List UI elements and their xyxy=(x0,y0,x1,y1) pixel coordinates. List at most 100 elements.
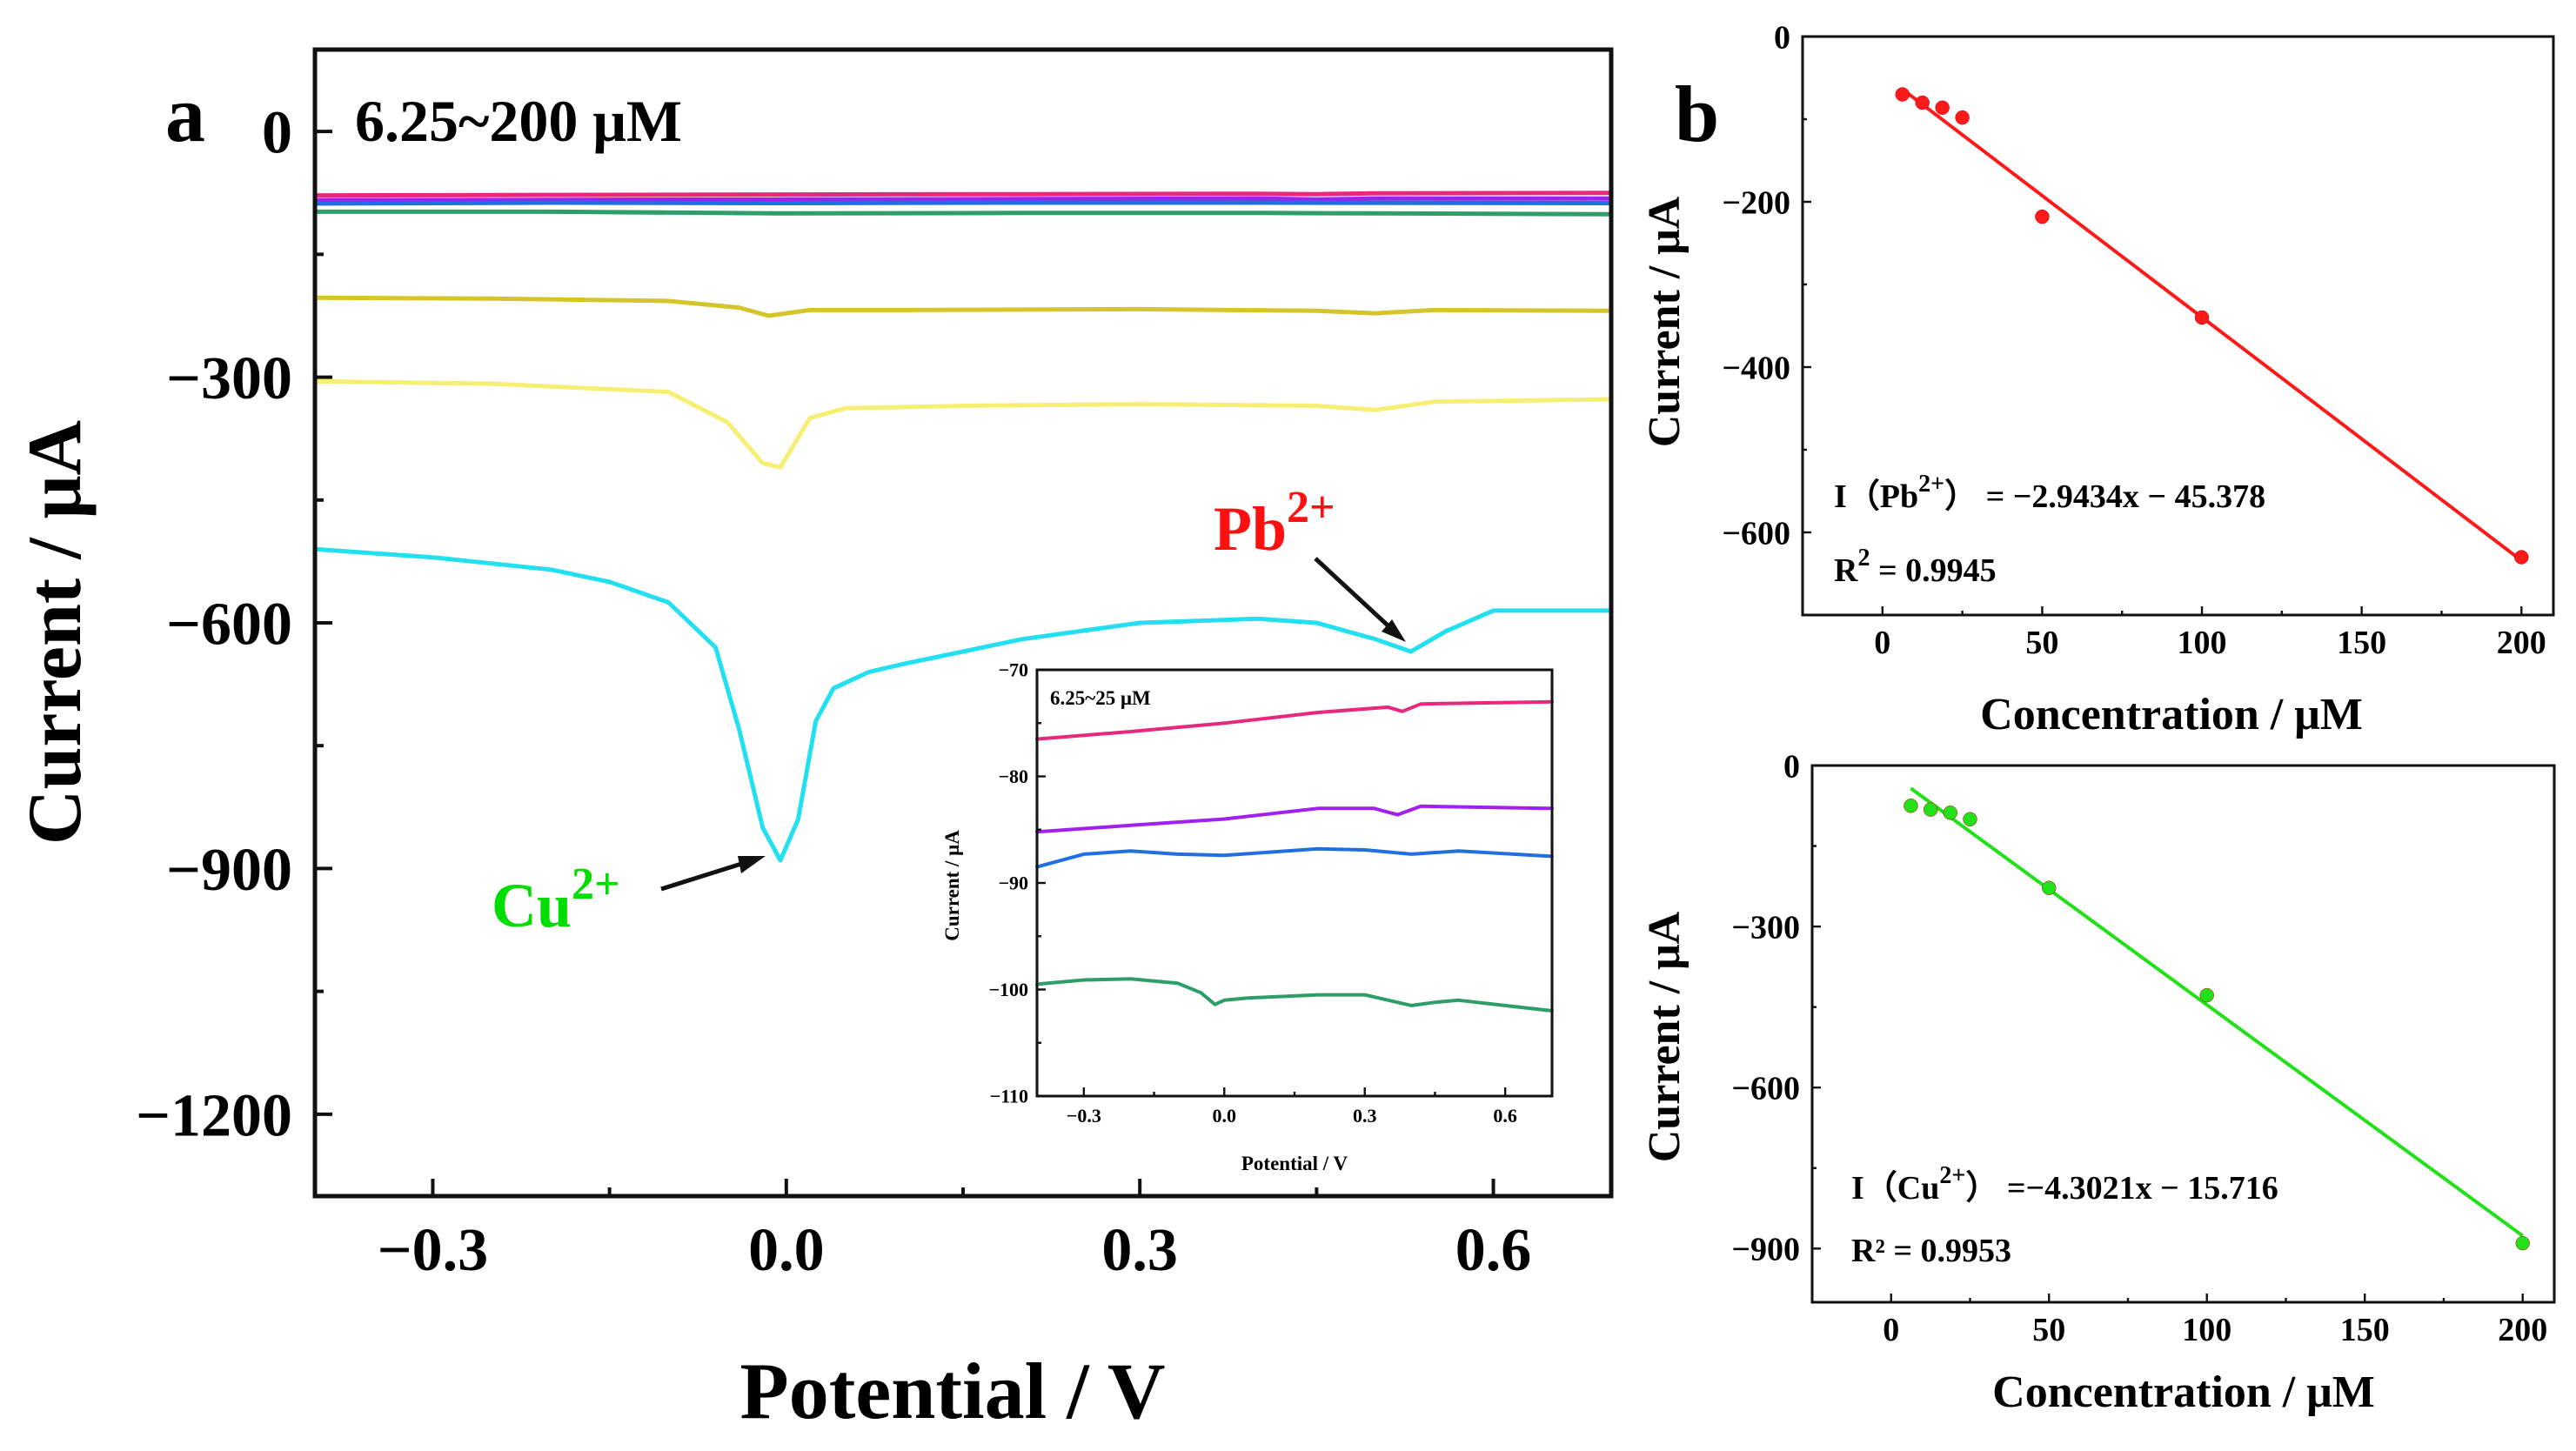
y-tick-label: −400 xyxy=(1722,350,1790,386)
annotation-cu: Cu2+ xyxy=(492,856,766,940)
data-point-2 xyxy=(1935,100,1950,115)
x-tick-label: 0.0 xyxy=(748,1217,825,1284)
data-point-6 xyxy=(2514,550,2529,565)
series-line-1 xyxy=(312,196,1614,203)
series-line-4 xyxy=(312,295,1614,318)
x-tick-label: 0.6 xyxy=(1455,1217,1532,1284)
y-tick-label: 0 xyxy=(1774,19,1790,56)
panel-a-axes: −0.3 0.0 0.3 0.6 0 −300 −600 −900 −1200 xyxy=(136,47,1614,1284)
y-tick-label: −80 xyxy=(998,766,1028,787)
series-line-2 xyxy=(1035,846,1554,869)
y-tick-label: −600 xyxy=(1731,1071,1800,1107)
data-point-4 xyxy=(2041,880,2057,895)
fit-line xyxy=(1901,87,2523,562)
y-tick-label: −300 xyxy=(166,345,292,412)
series-line-6 xyxy=(312,546,1614,863)
y-tick-label: 0 xyxy=(1783,748,1800,785)
panel-b-bottom-fit xyxy=(1910,786,2524,1238)
panel-b-bottom-ylabel: Current / μA xyxy=(1640,911,1689,1162)
inset-title: 6.25~25 μM xyxy=(1050,687,1151,709)
arrow-pb xyxy=(1314,557,1398,635)
series-line-0 xyxy=(312,191,1614,198)
y-tick-label: −900 xyxy=(166,837,292,904)
data-point-1 xyxy=(1915,95,1930,110)
data-point-6 xyxy=(2515,1235,2530,1251)
panel-b-bottom-xlabel: Concentration / μM xyxy=(1992,1367,2375,1417)
panel-b-top-points xyxy=(1895,87,2529,565)
series-line-0 xyxy=(1035,699,1554,741)
data-point-0 xyxy=(1904,799,1918,813)
x-tick-label: −0.3 xyxy=(1067,1105,1101,1127)
x-tick-label: 150 xyxy=(2340,1312,2390,1348)
inset-xlabel: Potential / V xyxy=(1241,1153,1348,1174)
panel-a: a 6.25~200 μM −0.3 0.0 0.3 0.60−300−600−900… xyxy=(13,47,1614,1435)
inset-series xyxy=(1035,699,1554,1013)
panel-a-xlabel: Potential / V xyxy=(740,1347,1166,1435)
y-tick-label: −90 xyxy=(998,873,1028,894)
fit-line xyxy=(1910,786,2524,1238)
x-tick-label: 0.3 xyxy=(1353,1105,1377,1127)
x-tick-label: 0 xyxy=(1874,625,1890,661)
data-point-3 xyxy=(1963,812,1977,826)
y-tick-label: −600 xyxy=(1722,515,1790,552)
axes-frame xyxy=(1801,35,2555,617)
y-tick-label: −200 xyxy=(1722,184,1790,221)
inset: 6.25~25 μM −0.3 0.0 0.3 0.6 −70 −80 −90 −100 −11… xyxy=(941,659,1554,1174)
x-tick-label: 100 xyxy=(2182,1312,2231,1348)
arrow-cu-head xyxy=(738,856,766,873)
svg-text:Cu2+: Cu2+ xyxy=(492,859,620,940)
series-line-3 xyxy=(312,209,1614,217)
panel-b-top-ylabel: Current / μA xyxy=(1640,196,1689,447)
panel-b-bottom-equation: I（Cu2+） =−4.3021x − 15.716 xyxy=(1851,1162,2278,1207)
y-tick-label: 0 xyxy=(262,100,292,167)
panel-b-top-r2: R2 = 0.9945 xyxy=(1834,545,1997,589)
panel-b-top-axes: 0 50 100 150 200 0 −200 −400 −600 xyxy=(1722,19,2555,661)
panel-b-bottom-r2: R² = 0.9953 xyxy=(1851,1233,2011,1269)
y-tick-label: −900 xyxy=(1731,1232,1800,1268)
data-point-0 xyxy=(1895,87,1910,102)
inset-background xyxy=(1037,670,1552,1096)
y-tick-label: −70 xyxy=(998,659,1028,681)
data-point-2 xyxy=(1943,806,1958,820)
panel-b-bottom-points xyxy=(1904,799,2530,1251)
x-tick-label: 200 xyxy=(2498,1312,2547,1348)
series-line-3 xyxy=(1035,977,1554,1013)
panel-a-series xyxy=(312,191,1614,863)
x-tick-label: 200 xyxy=(2497,625,2546,661)
panel-b-top-fit xyxy=(1901,87,2523,562)
series-line-2 xyxy=(312,200,1614,206)
x-tick-label: 0.0 xyxy=(1213,1105,1237,1127)
panel-b-top-xlabel: Concentration / μM xyxy=(1980,690,2363,739)
x-tick-label: −0.3 xyxy=(378,1217,488,1284)
data-point-3 xyxy=(1955,110,1970,125)
data-point-5 xyxy=(2194,310,2210,325)
x-tick-label: 0.6 xyxy=(1493,1105,1517,1127)
inset-ylabel: Current / μA xyxy=(941,830,963,941)
panel-b-top: b 0 50 100 150 200 0 −200 −400 −600 Current / μA… xyxy=(1640,19,2555,739)
x-tick-label: 0 xyxy=(1883,1312,1899,1348)
y-tick-label: −1200 xyxy=(136,1082,292,1149)
x-tick-label: 150 xyxy=(2337,625,2386,661)
panel-a-title: 6.25~200 μM xyxy=(355,88,682,154)
svg-text:Pb2+: Pb2+ xyxy=(1214,483,1335,564)
data-point-4 xyxy=(2035,209,2050,224)
y-tick-label: −100 xyxy=(988,979,1028,1000)
arrow-pb-head xyxy=(1382,619,1406,642)
panel-b-label: b xyxy=(1675,70,1719,158)
data-point-5 xyxy=(2199,987,2214,1003)
annotation-pb: Pb2+ xyxy=(1214,483,1406,642)
data-point-1 xyxy=(1923,802,1938,817)
series-line-1 xyxy=(1035,804,1554,834)
panel-b-bottom-axes: 0 50 100 150 200 0 −300 −600 −900 xyxy=(1731,748,2556,1348)
axes-frame xyxy=(1810,764,2556,1304)
panel-a-label: a xyxy=(165,70,205,158)
inset-axes: −0.3 0.0 0.3 0.6 −70 −80 −90 −100 −110 xyxy=(988,659,1554,1127)
x-tick-label: 100 xyxy=(2178,625,2227,661)
x-tick-label: 50 xyxy=(2025,625,2058,661)
y-tick-label: −300 xyxy=(1731,909,1800,946)
panel-b-top-equation: I（Pb2+） = −2.9434x − 45.378 xyxy=(1834,471,2265,515)
x-tick-label: 50 xyxy=(2032,1312,2065,1348)
x-tick-label: 0.3 xyxy=(1101,1217,1178,1284)
panel-b-bottom: 0 50 100 150 200 0 −300 −600 −900 Current / μA C… xyxy=(1640,748,2556,1417)
